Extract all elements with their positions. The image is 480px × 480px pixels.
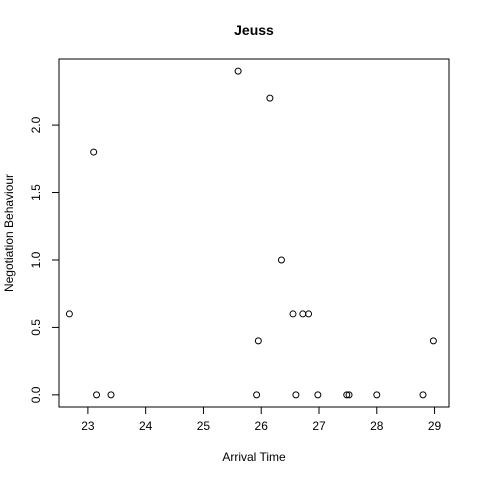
data-point xyxy=(253,391,261,399)
data-point xyxy=(373,391,381,399)
data-point xyxy=(292,391,300,399)
data-point xyxy=(429,337,437,345)
data-point xyxy=(314,391,322,399)
data-point xyxy=(234,67,242,75)
x-tick-label: 27 xyxy=(312,419,326,433)
x-tick-label: 29 xyxy=(428,419,442,433)
data-points xyxy=(65,67,437,399)
x-tick-label: 24 xyxy=(139,419,153,433)
y-tick-label: 2.0 xyxy=(29,116,43,133)
y-tick-label: 1.5 xyxy=(29,184,43,201)
x-axis: 23 24 25 26 27 28 29 xyxy=(81,406,442,433)
x-tick-label: 28 xyxy=(370,419,384,433)
data-point xyxy=(93,391,101,399)
data-point xyxy=(419,391,427,399)
x-tick-label: 25 xyxy=(197,419,211,433)
x-tick-label: 26 xyxy=(255,419,269,433)
data-point xyxy=(65,310,73,318)
data-point xyxy=(345,391,353,399)
data-point xyxy=(343,391,351,399)
data-point xyxy=(289,310,297,318)
y-axis: 0.0 0.5 1.0 1.5 2.0 xyxy=(29,116,60,403)
data-point xyxy=(107,391,115,399)
data-point xyxy=(254,337,262,345)
x-tick-label: 23 xyxy=(81,419,95,433)
chart-title: Jeuss xyxy=(234,22,274,38)
y-tick-label: 0.5 xyxy=(29,319,43,336)
y-tick-label: 1.0 xyxy=(29,251,43,268)
y-tick-label: 0.0 xyxy=(29,386,43,403)
data-point xyxy=(305,310,313,318)
data-point xyxy=(266,94,274,102)
y-axis-title: Negotiation Behaviour xyxy=(2,174,16,292)
x-axis-title: Arrival Time xyxy=(222,450,286,464)
data-point xyxy=(277,256,285,264)
data-point xyxy=(90,148,98,156)
